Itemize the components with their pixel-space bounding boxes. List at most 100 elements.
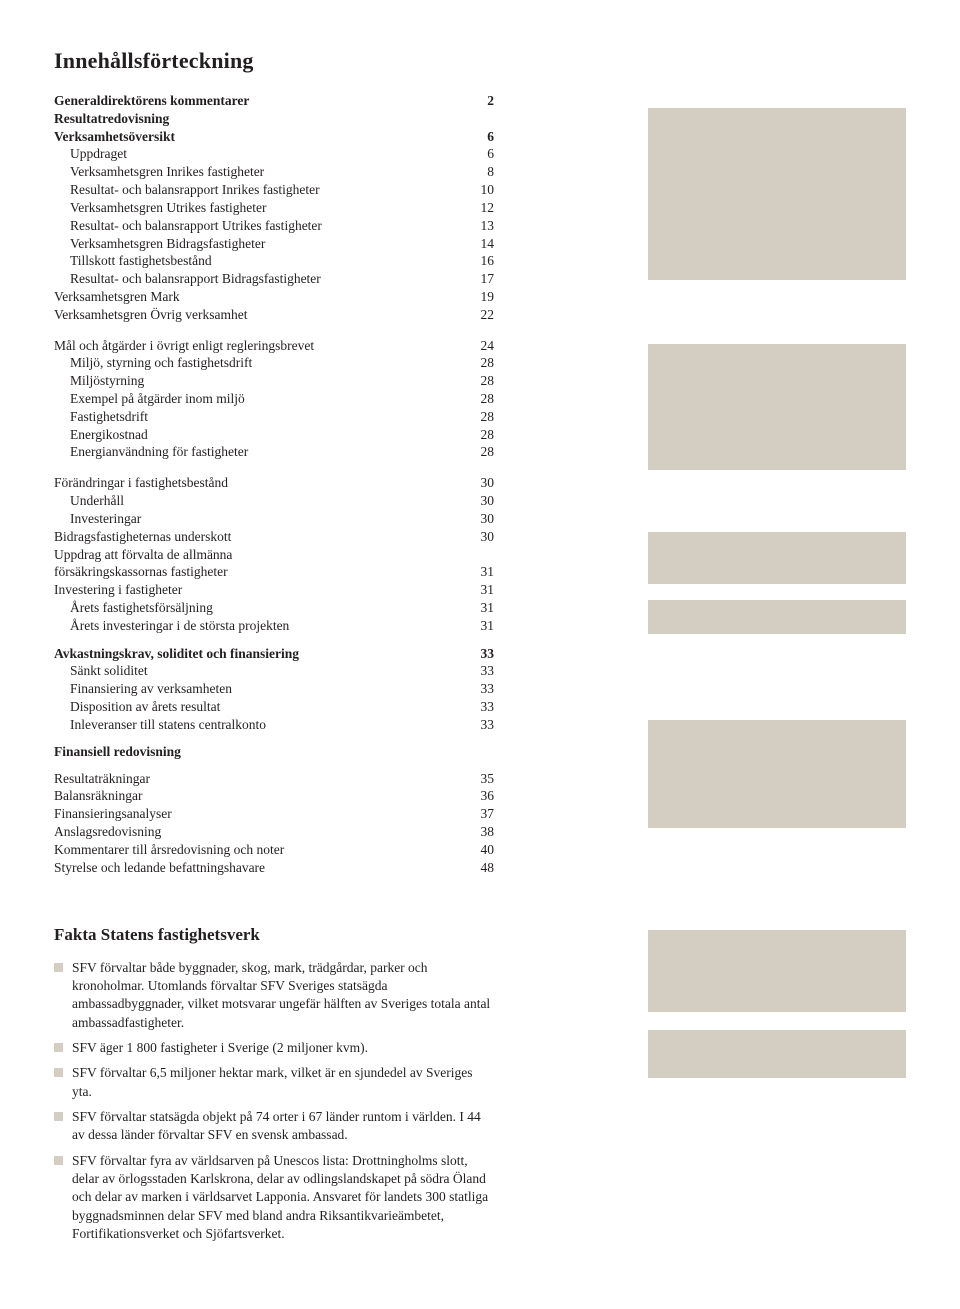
toc-label: Uppdrag att förvalta de allmänna	[54, 546, 240, 564]
toc-page-number: 30	[466, 474, 494, 492]
toc-label: Resultat- och balansrapport Bidragsfasti…	[54, 270, 329, 288]
fakta-item: SFV förvaltar 6,5 miljoner hektar mark, …	[54, 1064, 494, 1101]
fakta-item: SFV förvaltar fyra av världsarven på Une…	[54, 1152, 494, 1244]
toc-label: Resultat- och balansrapport Inrikes fast…	[54, 181, 328, 199]
toc-row: Resultaträkningar35	[54, 770, 494, 788]
toc-row: Kommentarer till årsredovisning och note…	[54, 841, 494, 859]
toc-page-number: 14	[466, 235, 494, 253]
toc-label: Generaldirektörens kommentarer	[54, 92, 257, 110]
toc-page-number: 48	[466, 859, 494, 877]
toc-label: Bidragsfastigheternas underskott	[54, 528, 239, 546]
toc-label: Verksamhetsöversikt	[54, 128, 183, 146]
toc-label: Balansräkningar	[54, 787, 150, 805]
toc-row: Förändringar i fastighetsbestånd30	[54, 474, 494, 492]
toc-page-number: 28	[466, 408, 494, 426]
toc-page-number: 33	[466, 680, 494, 698]
toc-row: Disposition av årets resultat33	[54, 698, 494, 716]
toc-label: Avkastningskrav, soliditet och finansier…	[54, 645, 307, 663]
toc-page-number: 8	[466, 163, 494, 181]
toc-label: Exempel på åtgärder inom miljö	[54, 390, 253, 408]
toc-label: Årets investeringar i de största projekt…	[54, 617, 297, 635]
toc-page-number: 30	[466, 528, 494, 546]
toc-label: Fastighetsdrift	[54, 408, 156, 426]
toc-row: Verksamhetsgren Mark 19	[54, 288, 494, 306]
toc-page-number: 6	[466, 128, 494, 146]
decorative-block	[648, 600, 906, 634]
toc-row: Energikostnad 28	[54, 426, 494, 444]
toc-row: Exempel på åtgärder inom miljö28	[54, 390, 494, 408]
toc-label: Resultat- och balansrapport Utrikes fast…	[54, 217, 330, 235]
toc-row: Investering i fastigheter31	[54, 581, 494, 599]
toc-group-5-head: Finansiell redovisning	[54, 744, 494, 760]
toc-page-number: 12	[466, 199, 494, 217]
toc-label: Miljö, styrning och fastighetsdrift	[54, 354, 260, 372]
page-title: Innehållsförteckning	[54, 48, 494, 74]
toc-row: Resultat- och balansrapport Inrikes fast…	[54, 181, 494, 199]
toc-row: Fastighetsdrift 28	[54, 408, 494, 426]
toc-row: Energianvändning för fastigheter28	[54, 443, 494, 461]
toc-page-number: 37	[466, 805, 494, 823]
decorative-block	[648, 532, 906, 584]
toc-row: Investeringar 30	[54, 510, 494, 528]
toc-row: Finansiering av verksamheten33	[54, 680, 494, 698]
toc-page-number: 6	[466, 145, 494, 163]
toc-row: försäkringskassornas fastigheter31	[54, 563, 494, 581]
toc-row: Uppdrag att förvalta de allmänna	[54, 546, 494, 564]
toc-group-1: Generaldirektörens kommentarer2Resultatr…	[54, 92, 494, 324]
toc-row: Balansräkningar36	[54, 787, 494, 805]
decorative-block	[648, 720, 906, 828]
toc-page-number: 17	[466, 270, 494, 288]
toc-label: Verksamhetsgren Utrikes fastigheter	[54, 199, 274, 217]
toc-page-number: 33	[466, 716, 494, 734]
toc-label: Miljöstyrning	[54, 372, 152, 390]
toc-page-number: 28	[466, 443, 494, 461]
toc-label: Uppdraget	[54, 145, 135, 163]
toc-page-number: 33	[466, 645, 494, 663]
toc-page-number: 31	[466, 581, 494, 599]
toc-group-5: Resultaträkningar35Balansräkningar36Fina…	[54, 770, 494, 877]
toc-page-number: 33	[466, 662, 494, 680]
toc-label: Verksamhetsgren Övrig verksamhet	[54, 306, 255, 324]
toc-row: Inleveranser till statens centralkonto33	[54, 716, 494, 734]
toc-row: Uppdraget 6	[54, 145, 494, 163]
toc-label: Verksamhetsgren Inrikes fastigheter	[54, 163, 272, 181]
toc-row: Avkastningskrav, soliditet och finansier…	[54, 645, 494, 663]
toc-row: Miljö, styrning och fastighetsdrift 28	[54, 354, 494, 372]
toc-group-3: Förändringar i fastighetsbestånd30Underh…	[54, 474, 494, 634]
toc-page-number: 28	[466, 354, 494, 372]
toc-label: Anslagsredovisning	[54, 823, 169, 841]
toc-row: Verksamhetsgren Övrig verksamhet22	[54, 306, 494, 324]
toc-row: Verksamhetsgren Bidragsfastigheter14	[54, 235, 494, 253]
toc-row: Tillskott fastighetsbestånd 16	[54, 252, 494, 270]
toc-page-number: 16	[466, 252, 494, 270]
toc-page-number: 28	[466, 426, 494, 444]
toc-label: Tillskott fastighetsbestånd	[54, 252, 220, 270]
toc-page-number: 24	[466, 337, 494, 355]
toc-page-number	[466, 110, 494, 128]
toc-page-number: 40	[466, 841, 494, 859]
toc-row: Bidragsfastigheternas underskott 30	[54, 528, 494, 546]
toc-page-number: 33	[466, 698, 494, 716]
toc-page-number: 31	[466, 599, 494, 617]
toc-page-number: 35	[466, 770, 494, 788]
toc-page-number: 19	[466, 288, 494, 306]
toc-row: Resultatredovisning	[54, 110, 494, 128]
toc-label: Energikostnad	[54, 426, 156, 444]
toc-label: Finansieringsanalyser	[54, 805, 180, 823]
toc-page-number	[466, 546, 494, 564]
decorative-block	[648, 108, 906, 280]
fakta-list: SFV förvaltar både byggnader, skog, mark…	[54, 959, 494, 1244]
toc-row: Miljöstyrning 28	[54, 372, 494, 390]
toc-row: Underhåll30	[54, 492, 494, 510]
toc-page-number: 30	[466, 510, 494, 528]
toc-row: Årets investeringar i de största projekt…	[54, 617, 494, 635]
toc-label: Verksamhetsgren Mark	[54, 288, 188, 306]
toc-page-number: 28	[466, 372, 494, 390]
toc-row: Resultat- och balansrapport Bidragsfasti…	[54, 270, 494, 288]
toc-label: Investeringar	[54, 510, 149, 528]
toc-label: Årets fastighetsförsäljning	[54, 599, 221, 617]
toc-page-number: 31	[466, 617, 494, 635]
decorative-block	[648, 1030, 906, 1078]
toc-row: Resultat- och balansrapport Utrikes fast…	[54, 217, 494, 235]
toc-row: Verksamhetsgren Utrikes fastigheter 12	[54, 199, 494, 217]
